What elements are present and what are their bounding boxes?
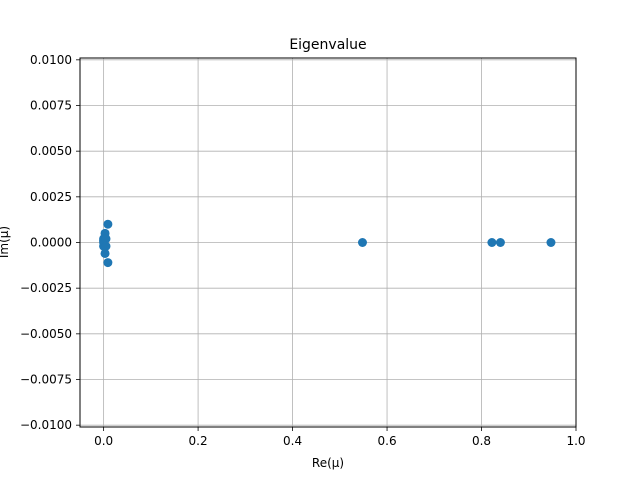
y-tick-label: 0.0100 [30,53,72,67]
y-tick-label: 0.0050 [30,144,72,158]
x-axis-label: Re(μ) [312,456,344,470]
x-axis-ticks: 0.0 0.2 0.4 0.6 0.8 1.0 [94,427,586,448]
x-tick-label: 1.0 [566,434,585,448]
y-axis-ticks: −0.0100 −0.0075 −0.0050 −0.0025 0.0000 0.0025… [20,53,80,432]
data-point [495,238,505,247]
y-tick-label: 0.0075 [30,98,72,112]
x-tick-label: 0.4 [283,434,302,448]
x-tick-label: 0.0 [94,434,113,448]
y-tick-label: −0.0075 [20,373,72,387]
y-tick-label: −0.0100 [20,418,72,432]
data-point [357,238,367,247]
chart-title: Eigenvalue [289,37,366,53]
data-points [99,219,556,268]
x-tick-label: 0.6 [378,434,397,448]
data-point [103,258,113,268]
x-tick-label: 0.8 [472,434,491,448]
y-tick-label: −0.0025 [20,281,72,295]
y-axis-label: Im(μ) [0,226,11,258]
y-tick-label: −0.0050 [20,327,72,341]
data-point [101,234,111,244]
data-point [487,238,497,247]
data-point [103,219,113,229]
data-point [546,238,556,247]
y-tick-label: 0.0025 [30,190,72,204]
y-tick-label: 0.0000 [30,236,72,250]
data-point [100,248,110,258]
x-tick-label: 0.2 [189,434,208,448]
data-point [101,241,111,251]
